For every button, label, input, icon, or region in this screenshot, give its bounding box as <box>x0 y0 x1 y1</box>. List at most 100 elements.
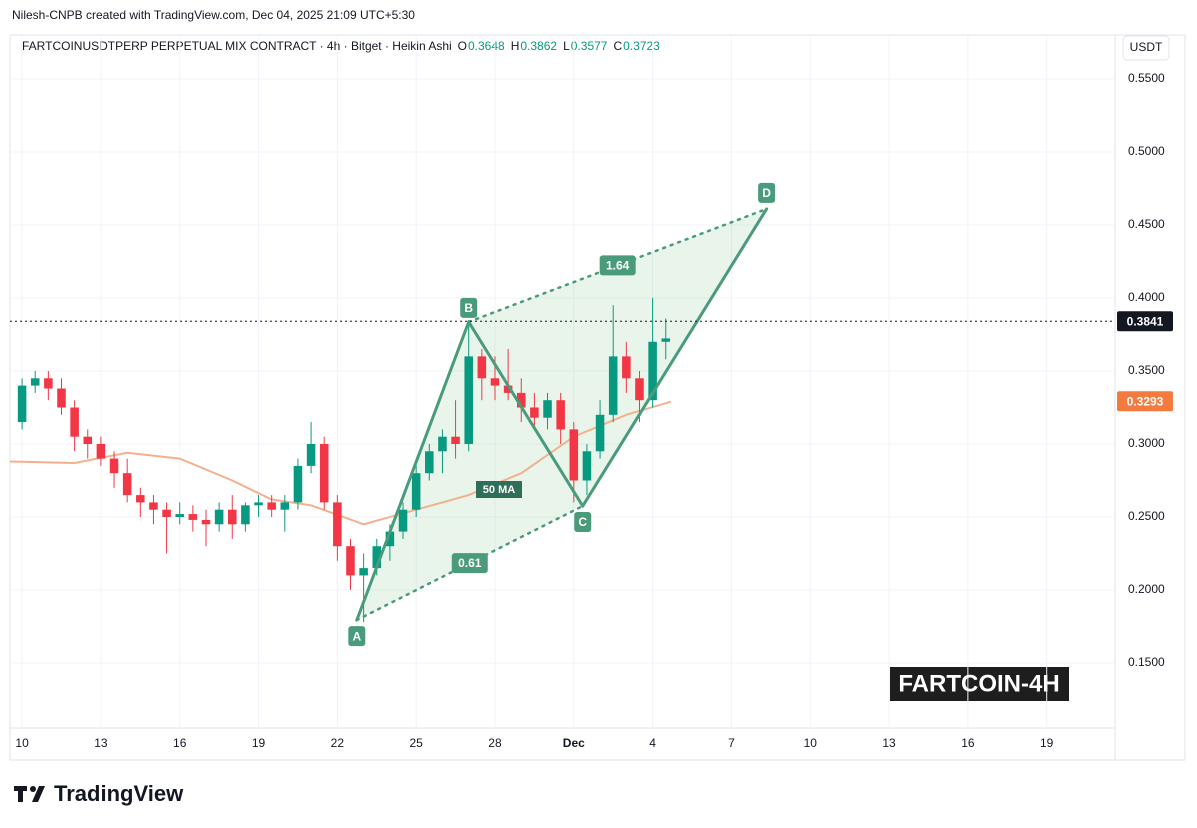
candle-body <box>30 378 40 386</box>
candle-body <box>346 546 355 576</box>
candle-body <box>175 514 184 518</box>
y-tick-label: 0.1500 <box>1128 655 1165 669</box>
candle-body <box>398 509 408 532</box>
candle-body <box>267 502 276 510</box>
x-tick-label: Dec <box>563 736 585 750</box>
pattern-point-label-box <box>348 626 366 647</box>
candle-body <box>622 356 631 379</box>
y-tick-label: 0.2500 <box>1128 509 1165 523</box>
y-tick-label: 0.3500 <box>1128 363 1165 377</box>
ohlc-label: L <box>563 39 570 53</box>
candle-body <box>83 436 93 444</box>
ohlc-label: H <box>511 39 520 53</box>
watermark-box <box>890 667 1069 701</box>
ohlc-value: 0.3723 <box>623 39 660 53</box>
candle-body <box>227 509 237 525</box>
candle-body <box>372 546 382 569</box>
x-tick-label: 16 <box>173 736 187 750</box>
pattern-point-label: B <box>464 301 473 315</box>
logo-icon <box>14 786 45 802</box>
x-tick-label: 7 <box>728 736 735 750</box>
x-tick-label: 13 <box>94 736 108 750</box>
candle-body <box>477 356 487 379</box>
grid <box>10 35 1115 728</box>
candle-body <box>136 495 145 503</box>
candle-body <box>503 385 513 393</box>
ma-name: 50 MA <box>483 484 515 496</box>
candle-body <box>57 388 66 408</box>
y-tick-label: 0.2000 <box>1128 582 1165 596</box>
currency-box <box>1122 35 1170 61</box>
candle-body <box>149 502 158 510</box>
x-tick-label: 28 <box>488 736 502 750</box>
candle-body <box>96 443 106 459</box>
ratio-label: 1.64 <box>606 259 630 273</box>
currency: USDT <box>1130 40 1163 54</box>
candle-body <box>17 385 27 423</box>
symbol-title: FARTCOINUSDTPERP PERPETUAL MIX CONTRACT … <box>22 39 452 53</box>
pattern-dotted-line <box>355 504 584 622</box>
candle-body <box>464 356 473 444</box>
candle-body <box>214 509 224 525</box>
x-tick-label: 10 <box>15 736 29 750</box>
candle-body <box>385 531 395 547</box>
candle-body <box>70 407 79 437</box>
candle-body <box>635 378 644 401</box>
ohlc-label: O <box>458 39 467 53</box>
y-tick-label: 0.5500 <box>1128 71 1165 85</box>
y-tick-label: 0.5000 <box>1128 144 1165 158</box>
ohlc-value: 0.3577 <box>571 39 608 53</box>
x-tick-label: 13 <box>882 736 896 750</box>
candle-body <box>490 378 500 386</box>
ratio-label: 0.61 <box>458 556 482 570</box>
candle-body <box>411 473 421 510</box>
candle-body <box>333 502 342 547</box>
candle-body <box>109 458 119 474</box>
ma-price-box <box>1117 391 1173 412</box>
candle-body <box>608 356 618 415</box>
pattern-point-label: C <box>578 515 587 529</box>
candle-body <box>201 519 211 525</box>
x-tick-label: 4 <box>649 736 656 750</box>
ratio-label-box <box>451 553 488 574</box>
candle-body <box>293 465 303 503</box>
logo-text: TradingView <box>54 781 184 806</box>
x-tick-label: 16 <box>961 736 975 750</box>
pattern-point-label-box <box>758 182 776 203</box>
last-price-label: 0.3841 <box>1127 314 1164 328</box>
pattern-line <box>581 207 769 508</box>
candle-body <box>648 341 657 401</box>
candle-body <box>306 443 316 466</box>
ohlc-value: 0.3862 <box>520 39 557 53</box>
candle-body <box>569 429 579 481</box>
candle-body <box>44 378 53 389</box>
pattern-point-label-box <box>574 512 592 533</box>
ma-name-box <box>476 481 522 498</box>
candle-body <box>162 509 171 518</box>
candle-body <box>451 436 460 444</box>
y-tick-label: 0.3000 <box>1128 436 1165 450</box>
pattern-line <box>467 320 585 508</box>
ohlc-value: 0.3648 <box>468 39 505 53</box>
candle-body <box>543 400 552 418</box>
watermark: FARTCOIN-4H <box>898 670 1059 697</box>
x-tick-label: 25 <box>409 736 423 750</box>
candle-body <box>516 392 526 408</box>
x-tick-label: 10 <box>804 736 818 750</box>
candle-body <box>122 473 132 496</box>
candle-body <box>530 407 539 418</box>
pattern-line <box>355 320 471 622</box>
candle-body <box>254 502 263 506</box>
pattern-point-label-box <box>460 297 478 318</box>
candle-body <box>188 514 198 520</box>
x-tick-label: 19 <box>1040 736 1054 750</box>
candle-body <box>582 451 592 481</box>
candle-body <box>241 505 250 525</box>
candle-body <box>425 451 434 474</box>
candle-body <box>438 436 447 452</box>
ohlc-label: C <box>613 39 622 53</box>
candle-body <box>319 443 329 503</box>
x-tick-label: 22 <box>331 736 345 750</box>
candle-body <box>556 400 565 430</box>
